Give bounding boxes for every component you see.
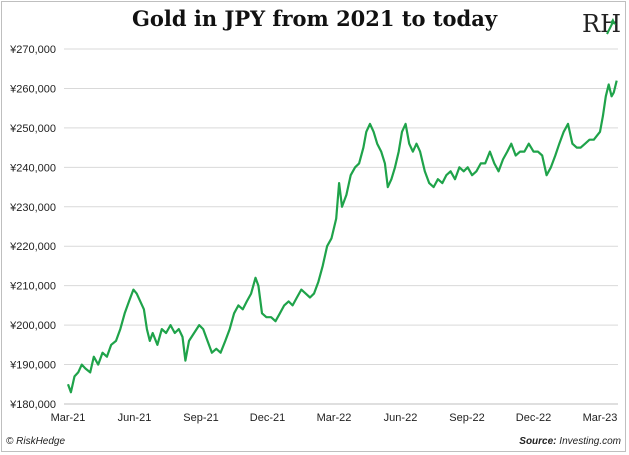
y-tick-label: ¥210,000 xyxy=(9,281,56,293)
x-axis-ticks: Mar-21 Jun-21 Sep-21 Dec-21 Mar-22 Jun-22 Sep-… xyxy=(51,412,618,424)
y-tick-label: ¥200,000 xyxy=(9,320,56,332)
y-tick-label: ¥250,000 xyxy=(9,123,56,135)
y-tick-label: ¥240,000 xyxy=(9,162,56,174)
x-tick-label: Jun-22 xyxy=(384,412,418,424)
x-tick-label: Sep-21 xyxy=(183,412,218,424)
x-tick-label: Dec-22 xyxy=(516,412,551,424)
source-label: Source: Investing.com xyxy=(519,436,621,447)
chart-title: Gold in JPY from 2021 to today xyxy=(131,6,498,31)
logo-arrow-stem xyxy=(606,21,614,35)
y-tick-label: ¥230,000 xyxy=(9,202,56,214)
x-tick-label: Mar-23 xyxy=(583,412,618,424)
copyright-label: © RiskHedge xyxy=(6,436,66,447)
source-label-prefix: Source: xyxy=(519,436,557,447)
x-tick-label: Jun-21 xyxy=(118,412,152,424)
y-tick-label: ¥270,000 xyxy=(9,44,56,56)
x-tick-label: Dec-21 xyxy=(250,412,285,424)
gold-price-line xyxy=(66,80,618,394)
y-tick-label: ¥220,000 xyxy=(9,241,56,253)
x-tick-label: Mar-22 xyxy=(317,412,352,424)
y-tick-label: ¥180,000 xyxy=(9,399,56,411)
y-axis-ticks: ¥180,000 ¥190,000 ¥200,000 ¥210,000 ¥220,000… xyxy=(9,44,56,411)
logo-arrow-head xyxy=(610,18,616,25)
x-tick-label: Sep-22 xyxy=(449,412,484,424)
source-label-value: Investing.com xyxy=(559,436,621,447)
y-tick-label: ¥260,000 xyxy=(9,83,56,95)
riskhedge-logo: RH xyxy=(582,10,621,38)
grid-lines xyxy=(64,48,618,366)
y-tick-label: ¥190,000 xyxy=(9,360,56,372)
x-tick-label: Mar-21 xyxy=(51,412,86,424)
